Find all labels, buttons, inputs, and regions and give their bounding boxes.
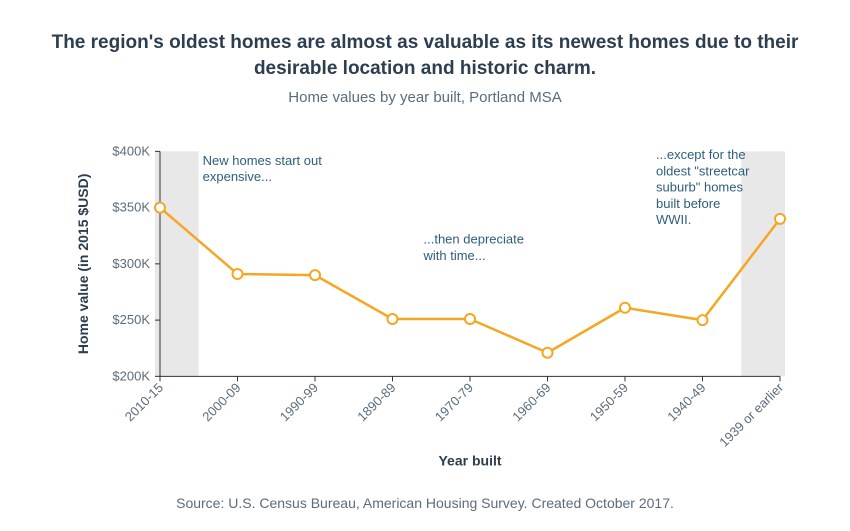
y-tick-label: $200K — [112, 369, 150, 384]
data-point — [233, 269, 243, 279]
chart-annotation: New homes start outexpensive... — [203, 153, 323, 184]
data-point — [775, 214, 785, 224]
x-tick-label: 1960-69 — [509, 380, 553, 424]
data-point — [465, 314, 475, 324]
data-point — [543, 348, 553, 358]
highlight-band — [741, 152, 785, 377]
x-axis-label: Year built — [438, 453, 501, 469]
data-point — [310, 270, 320, 280]
y-axis-label: Home value (in 2015 $USD) — [75, 174, 91, 355]
x-tick-label: 2010-15 — [122, 380, 166, 424]
y-tick-label: $250K — [112, 312, 150, 327]
x-tick-label: 1970-79 — [432, 380, 476, 424]
x-tick-label: 1939 or earlier — [716, 380, 786, 450]
data-point — [388, 314, 398, 324]
x-tick-label: 1890-89 — [354, 380, 398, 424]
chart-subtitle: Home values by year built, Portland MSA — [40, 89, 810, 106]
line-chart: $200K $250K $300K $350K $400K 2010-15 2000-09 1… — [40, 124, 810, 489]
x-tick-label: 1950-59 — [587, 380, 631, 424]
y-tick-label: $400K — [112, 144, 150, 159]
data-point — [620, 303, 630, 313]
x-tick-label: 1940-49 — [664, 380, 708, 424]
y-tick-label: $300K — [112, 256, 150, 271]
chart-source: Source: U.S. Census Bureau, American Hou… — [40, 495, 810, 511]
chart-title: The region's oldest homes are almost as … — [40, 30, 810, 81]
chart-annotation: ...then depreciatewith time... — [423, 232, 524, 263]
highlight-band — [155, 152, 199, 377]
chart-annotation: ...except for theoldest "streetcarsuburb… — [656, 148, 750, 228]
data-line — [160, 208, 780, 353]
y-tick-label: $350K — [112, 200, 150, 215]
data-point — [155, 203, 165, 213]
chart-area: $200K $250K $300K $350K $400K 2010-15 2000-09 1… — [40, 124, 810, 489]
data-point — [698, 315, 708, 325]
x-tick-label: 1990-99 — [277, 380, 321, 424]
x-tick-label: 2000-09 — [199, 380, 243, 424]
